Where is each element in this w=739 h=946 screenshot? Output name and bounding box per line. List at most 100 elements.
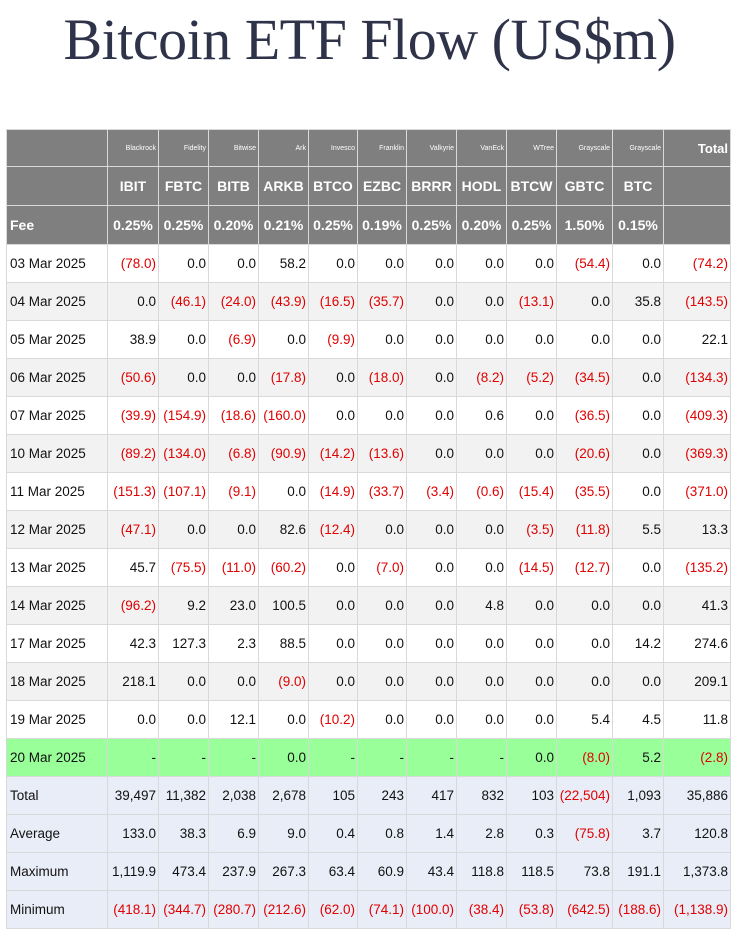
- flow-value: (96.2): [107, 586, 159, 625]
- flow-value: 0.0: [506, 662, 557, 701]
- flow-value: (54.4): [556, 244, 613, 283]
- fee-value: 1.50%: [556, 205, 613, 245]
- flow-value: (75.5): [158, 548, 209, 587]
- flow-value: 0.0: [308, 244, 358, 283]
- flow-value: 0.0: [308, 358, 358, 397]
- flow-value: (371.0): [663, 472, 731, 511]
- summary-value: (75.8): [556, 814, 613, 853]
- summary-value: 133.0: [107, 814, 159, 853]
- flow-value: 0.0: [556, 320, 613, 359]
- flow-value: 0.0: [357, 662, 407, 701]
- flow-value: 0.0: [158, 358, 209, 397]
- ticker-header-row: IBIT FBTC BITB ARKB BTCO EZBC BRRR HODL BTCW GBTC…: [6, 166, 731, 206]
- table-row: 17 Mar 2025 42.3 127.3 2.3 88.5 0.0 0.0 0.0 0.0 0…: [6, 624, 731, 663]
- flow-value: 274.6: [663, 624, 731, 663]
- summary-value: 103: [506, 776, 557, 815]
- summary-value: (62.0): [308, 890, 358, 929]
- flow-value: 0.0: [258, 320, 309, 359]
- flow-value: (12.4): [308, 510, 358, 549]
- flow-value: 0.0: [556, 586, 613, 625]
- flow-value: 0.0: [406, 244, 457, 283]
- total-column-header: Total: [663, 129, 731, 167]
- ticker-symbol: IBIT: [107, 166, 159, 206]
- flow-value: 0.0: [556, 282, 613, 321]
- flow-value: (74.2): [663, 244, 731, 283]
- flow-value: (90.9): [258, 434, 309, 473]
- row-date: 07 Mar 2025: [6, 396, 108, 435]
- fee-value: 0.25%: [506, 205, 557, 245]
- fee-value: 0.20%: [208, 205, 259, 245]
- flow-value: 0.0: [506, 738, 557, 777]
- fee-value: 0.21%: [258, 205, 309, 245]
- summary-value: 0.4: [308, 814, 358, 853]
- flow-value: 0.0: [612, 244, 664, 283]
- fee-value: 0.25%: [158, 205, 209, 245]
- ticker-symbol: BRRR: [406, 166, 457, 206]
- flow-value: (135.2): [663, 548, 731, 587]
- summary-value: 267.3: [258, 852, 309, 891]
- issuer-name: Grayscale: [612, 129, 664, 167]
- fee-value: 0.25%: [308, 205, 358, 245]
- summary-value: 38.3: [158, 814, 209, 853]
- summary-label: Total: [6, 776, 108, 815]
- flow-value: (78.0): [107, 244, 159, 283]
- summary-label: Maximum: [6, 852, 108, 891]
- summary-value: (100.0): [406, 890, 457, 929]
- flow-value: 14.2: [612, 624, 664, 663]
- issuer-header-row: Blackrock Fidelity Bitwise Ark Invesco Frankl…: [6, 129, 731, 167]
- header-corner: [6, 129, 108, 167]
- summary-value: 243: [357, 776, 407, 815]
- etf-flow-table: Blackrock Fidelity Bitwise Ark Invesco Frankl…: [6, 129, 731, 929]
- summary-value: 0.8: [357, 814, 407, 853]
- summary-value: 1.4: [406, 814, 457, 853]
- flow-value: 0.6: [456, 396, 507, 435]
- flow-value: (134.0): [158, 434, 209, 473]
- flow-value: (15.4): [506, 472, 557, 511]
- issuer-name: Fidelity: [158, 129, 209, 167]
- fee-value: 0.15%: [612, 205, 664, 245]
- summary-value: 2.8: [456, 814, 507, 853]
- flow-value: 0.0: [158, 320, 209, 359]
- issuer-name: Franklin: [357, 129, 407, 167]
- flow-value: (12.7): [556, 548, 613, 587]
- flow-value: (20.6): [556, 434, 613, 473]
- flow-value: (43.9): [258, 282, 309, 321]
- summary-value: (642.5): [556, 890, 613, 929]
- summary-value: 191.1: [612, 852, 664, 891]
- summary-value: 35,886: [663, 776, 731, 815]
- table-row: 07 Mar 2025 (39.9) (154.9) (18.6) (160.0) 0.0…: [6, 396, 731, 435]
- flow-value: 41.3: [663, 586, 731, 625]
- issuer-name: Blackrock: [107, 129, 159, 167]
- flow-value: 0.0: [506, 434, 557, 473]
- flow-value: -: [308, 738, 358, 777]
- table-row: 11 Mar 2025 (151.3) (107.1) (9.1) 0.0 (14.9)(…: [6, 472, 731, 511]
- flow-value: (18.6): [208, 396, 259, 435]
- flow-value: 0.0: [612, 320, 664, 359]
- flow-value: 0.0: [612, 586, 664, 625]
- flow-value: (89.2): [107, 434, 159, 473]
- issuer-name: Valkyrie: [406, 129, 457, 167]
- flow-value: (24.0): [208, 282, 259, 321]
- row-date: 10 Mar 2025: [6, 434, 108, 473]
- flow-value: 0.0: [612, 548, 664, 587]
- flow-value: 0.0: [258, 472, 309, 511]
- table-row: 18 Mar 2025 218.1 0.0 0.0 (9.0) 0.0 0.0 0.0 0.0 0…: [6, 662, 731, 701]
- summary-value: 118.8: [456, 852, 507, 891]
- flow-value: -: [208, 738, 259, 777]
- flow-value: (5.2): [506, 358, 557, 397]
- summary-value: (280.7): [208, 890, 259, 929]
- flow-value: 0.0: [456, 244, 507, 283]
- row-date: 05 Mar 2025: [6, 320, 108, 359]
- flow-value: (3.5): [506, 510, 557, 549]
- summary-value: 237.9: [208, 852, 259, 891]
- flow-value: 0.0: [308, 396, 358, 435]
- flow-value: 0.0: [258, 700, 309, 739]
- flow-value: (10.2): [308, 700, 358, 739]
- flow-value: (14.5): [506, 548, 557, 587]
- summary-value: 43.4: [406, 852, 457, 891]
- flow-value: 0.0: [158, 700, 209, 739]
- table-row: 20 Mar 2025- - -0.0- - - -0.0 (8.0) 5.2 (2.8): [6, 738, 731, 777]
- summary-row: Minimum (418.1) (344.7) (280.7) (212.6) (62.0…: [6, 890, 731, 929]
- flow-value: 0.0: [406, 548, 457, 587]
- flow-value: (13.6): [357, 434, 407, 473]
